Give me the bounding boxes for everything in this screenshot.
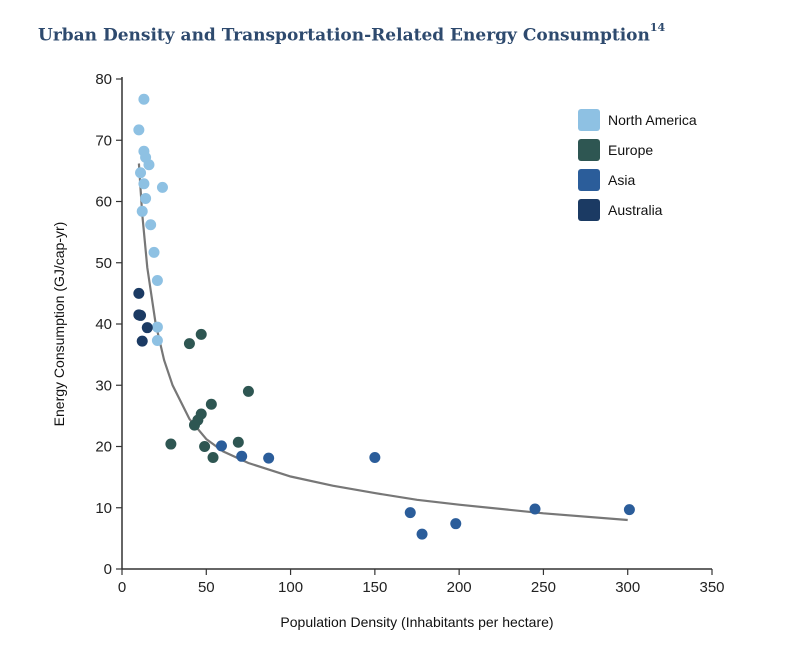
point-europe [183, 338, 195, 350]
legend-label-australia: Australia [608, 202, 663, 218]
point-asia [416, 528, 428, 540]
point-asia [369, 452, 381, 464]
point-australia [141, 322, 153, 334]
x-tick-label: 200 [447, 579, 472, 596]
axes: 0 10 20 30 40 50 60 70 80 0 50 100 150 200 250 300 350 [95, 71, 724, 596]
point-north-america [151, 275, 163, 287]
point-north-america [140, 192, 152, 204]
legend: North America Europe Asia Australia [578, 109, 697, 221]
legend-label-europe: Europe [608, 142, 653, 158]
x-tick-label: 300 [615, 579, 640, 596]
y-tick-label: 70 [95, 132, 112, 149]
point-europe [199, 441, 211, 452]
point-asia [404, 507, 416, 519]
point-europe [188, 419, 200, 431]
y-tick-label: 0 [104, 561, 112, 578]
point-north-america [136, 205, 148, 217]
x-tick-label: 250 [531, 579, 556, 596]
title-footnote: 14 [649, 21, 666, 34]
chart-title: Urban Density and Transportation-Related… [38, 21, 666, 46]
y-tick-label: 30 [95, 377, 112, 394]
data-points [133, 93, 635, 540]
point-europe [242, 385, 254, 397]
x-tick-label: 0 [118, 579, 126, 596]
point-europe [207, 452, 219, 464]
point-asia [236, 450, 248, 462]
trendline-group [137, 163, 628, 522]
point-north-america [135, 167, 147, 179]
point-europe [165, 438, 177, 450]
point-europe [195, 328, 207, 340]
x-tick-label: 100 [278, 579, 303, 596]
x-axis-title: Population Density (Inhabitants per hect… [280, 614, 553, 630]
point-north-america [133, 124, 145, 136]
legend-swatch-asia [578, 169, 600, 191]
point-asia [529, 503, 541, 515]
point-north-america [151, 321, 163, 333]
point-asia [263, 452, 275, 464]
legend-swatch-europe [578, 139, 600, 161]
x-tick-label: 150 [362, 579, 387, 596]
point-north-america [151, 335, 163, 347]
point-europe [232, 436, 244, 448]
point-australia [133, 287, 145, 299]
legend-swatch-australia [578, 199, 600, 221]
trendline [137, 163, 628, 522]
legend-label-asia: Asia [608, 172, 635, 188]
chart-title-text: Urban Density and Transportation-Related… [38, 25, 650, 46]
y-tick-label: 40 [95, 316, 112, 333]
y-tick-label: 50 [95, 255, 112, 272]
point-asia [215, 440, 227, 452]
point-north-america [143, 159, 155, 171]
legend-label-north-america: North America [608, 112, 697, 128]
point-north-america [148, 246, 160, 258]
y-axis-title: Energy Consumption (GJ/cap-yr) [51, 222, 67, 427]
point-north-america [138, 178, 150, 190]
y-tick-label: 10 [95, 500, 112, 517]
y-tick-label: 60 [95, 194, 112, 211]
point-asia [450, 518, 462, 530]
x-tick-label: 50 [198, 579, 215, 596]
x-tick-label: 350 [699, 579, 724, 596]
point-australia [135, 309, 147, 321]
point-north-america [138, 93, 150, 105]
point-asia [623, 504, 635, 516]
y-tick-label: 20 [95, 439, 112, 456]
point-europe [205, 398, 217, 410]
point-australia [136, 335, 148, 347]
point-north-america [145, 219, 157, 231]
point-north-america [156, 181, 168, 193]
legend-swatch-north-america [578, 109, 600, 131]
y-tick-label: 80 [95, 71, 112, 88]
